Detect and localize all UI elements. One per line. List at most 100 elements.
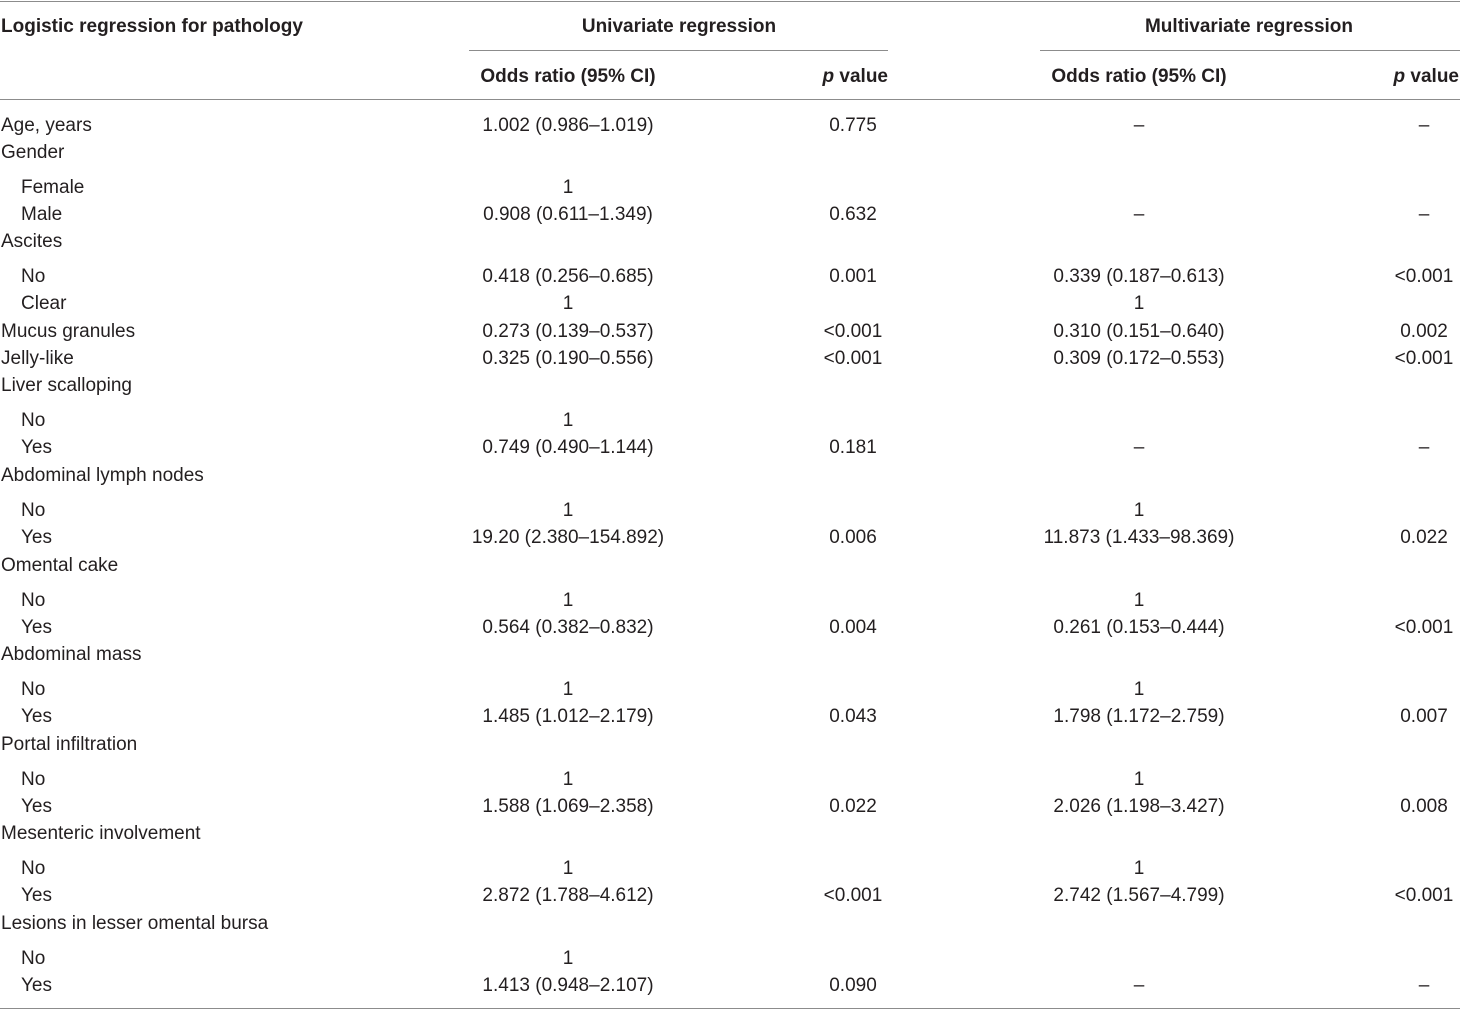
multivariate-odds-ratio: 1 — [1133, 293, 1145, 314]
table-row: Portal infiltration — [0, 734, 1460, 756]
multivariate-odds-ratio: 1 — [1133, 679, 1145, 700]
p-value-suffix: value — [834, 66, 888, 87]
univariate-p-value: 0.632 — [829, 204, 877, 225]
multivariate-odds-ratio: – — [1133, 204, 1145, 225]
multivariate-p-value: – — [1418, 115, 1430, 136]
univariate-odds-ratio: 1 — [562, 177, 574, 198]
table-row: No 1 1 — [0, 769, 1460, 791]
row-label: No — [21, 948, 46, 969]
univariate-odds-ratio: 0.418 (0.256–0.685) — [482, 266, 654, 287]
table-row: Yes 1.588 (1.069–2.358) 0.022 2.026 (1.198–… — [0, 796, 1460, 818]
univariate-odds-ratio: 1 — [562, 858, 574, 879]
univariate-odds-ratio: 1.002 (0.986–1.019) — [482, 115, 654, 136]
univariate-p-value: 0.043 — [829, 706, 877, 727]
row-label: Yes — [21, 796, 52, 817]
multivariate-odds-ratio: 1 — [1133, 769, 1145, 790]
table-row: Yes 0.564 (0.382–0.832) 0.004 0.261 (0.153–… — [0, 617, 1460, 639]
table-row: Ascites — [0, 231, 1460, 253]
multivariate-odds-ratio: 2.026 (1.198–3.427) — [1053, 796, 1225, 817]
multivariate-odds-ratio: 0.339 (0.187–0.613) — [1053, 266, 1225, 287]
table-row: No 1 — [0, 410, 1460, 432]
table-row: Yes 1.485 (1.012–2.179) 0.043 1.798 (1.172–… — [0, 706, 1460, 728]
univariate-p-value: <0.001 — [823, 885, 883, 906]
multivariate-p-value: – — [1418, 975, 1430, 996]
table-row: Yes 2.872 (1.788–4.612) <0.001 2.742 (1.567… — [0, 885, 1460, 907]
row-label: Yes — [21, 617, 52, 638]
table-row: Age, years 1.002 (0.986–1.019) 0.775 – – — [0, 115, 1460, 137]
row-label: Yes — [21, 437, 52, 458]
multivariate-odds-ratio: 11.873 (1.433–98.369) — [1043, 527, 1235, 548]
univariate-p-value-header: p value — [823, 66, 888, 88]
table-row: Gender — [0, 142, 1460, 164]
univariate-odds-ratio: 0.325 (0.190–0.556) — [482, 348, 654, 369]
multivariate-odds-ratio: 2.742 (1.567–4.799) — [1053, 885, 1225, 906]
row-label: No — [21, 858, 46, 879]
row-label: No — [21, 769, 46, 790]
multivariate-p-value: 0.008 — [1400, 796, 1448, 817]
univariate-odds-ratio: 1 — [562, 293, 574, 314]
row-label: No — [21, 590, 46, 611]
multivariate-odds-ratio: 1.798 (1.172–2.759) — [1053, 706, 1225, 727]
univariate-odds-ratio: 19.20 (2.380–154.892) — [471, 527, 665, 548]
multivariate-odds-ratio: 1 — [1133, 590, 1145, 611]
table-row: Mesenteric involvement — [0, 823, 1460, 845]
multivariate-odds-ratio-header: Odds ratio (95% CI) — [1051, 66, 1227, 87]
table-top-rule — [0, 1, 1460, 2]
multivariate-odds-ratio: 0.261 (0.153–0.444) — [1053, 617, 1225, 638]
table-row: Liver scalloping — [0, 375, 1460, 397]
univariate-group-rule — [469, 50, 888, 51]
row-label: No — [21, 266, 46, 287]
univariate-p-value: <0.001 — [823, 348, 883, 369]
univariate-odds-ratio: 1 — [562, 769, 574, 790]
table-row: Jelly-like 0.325 (0.190–0.556) <0.001 0.309… — [0, 348, 1460, 370]
multivariate-odds-ratio: 1 — [1133, 500, 1145, 521]
multivariate-p-value-header: p value — [1394, 66, 1459, 88]
univariate-odds-ratio: 1 — [562, 410, 574, 431]
row-label: Yes — [21, 975, 52, 996]
row-label: Omental cake — [1, 555, 119, 576]
row-label: Abdominal lymph nodes — [1, 465, 204, 486]
univariate-odds-ratio: 0.564 (0.382–0.832) — [482, 617, 654, 638]
table-row: Mucus granules 0.273 (0.139–0.537) <0.001 0… — [0, 321, 1460, 343]
univariate-p-value: 0.181 — [829, 437, 877, 458]
row-label: Clear — [21, 293, 67, 314]
header-bottom-rule — [0, 99, 1460, 100]
table-row: No 1 1 — [0, 590, 1460, 612]
row-label: Abdominal mass — [1, 644, 142, 665]
multivariate-odds-ratio: 0.309 (0.172–0.553) — [1053, 348, 1225, 369]
univariate-p-value: 0.090 — [829, 975, 877, 996]
table-row: No 1 1 — [0, 500, 1460, 522]
table-row: Lesions in lesser omental bursa — [0, 913, 1460, 935]
table-row: Abdominal lymph nodes — [0, 465, 1460, 487]
multivariate-odds-ratio: 1 — [1133, 858, 1145, 879]
univariate-odds-ratio: 1 — [562, 679, 574, 700]
univariate-p-value: 0.001 — [829, 266, 877, 287]
table-row: Male 0.908 (0.611–1.349) 0.632 – – — [0, 204, 1460, 226]
multivariate-p-value: 0.002 — [1400, 321, 1448, 342]
multivariate-p-value: <0.001 — [1394, 266, 1454, 287]
univariate-p-value: <0.001 — [823, 321, 883, 342]
row-label: Lesions in lesser omental bursa — [1, 913, 269, 934]
table-row: Abdominal mass — [0, 644, 1460, 666]
p-italic: p — [822, 66, 835, 87]
table-row: Yes 1.413 (0.948–2.107) 0.090 – – — [0, 975, 1460, 997]
p-value-suffix: value — [1405, 66, 1459, 87]
table-row: Omental cake — [0, 555, 1460, 577]
row-label: No — [21, 679, 46, 700]
row-label: Portal infiltration — [1, 734, 138, 755]
multivariate-odds-ratio: – — [1133, 115, 1145, 136]
multivariate-odds-ratio: – — [1133, 437, 1145, 458]
row-header-label: Logistic regression for pathology — [1, 16, 303, 37]
multivariate-p-value: – — [1418, 204, 1430, 225]
table-row: Female 1 — [0, 177, 1460, 199]
univariate-odds-ratio-header: Odds ratio (95% CI) — [480, 66, 656, 87]
multivariate-p-value: – — [1418, 437, 1430, 458]
row-label: Male — [21, 204, 63, 225]
table-row: No 0.418 (0.256–0.685) 0.001 0.339 (0.187–0… — [0, 266, 1460, 288]
univariate-odds-ratio: 1.588 (1.069–2.358) — [482, 796, 654, 817]
multivariate-p-value: <0.001 — [1394, 885, 1454, 906]
row-label: Yes — [21, 706, 52, 727]
univariate-p-value: 0.004 — [829, 617, 877, 638]
table-bottom-rule — [0, 1008, 1460, 1009]
univariate-odds-ratio: 1.485 (1.012–2.179) — [482, 706, 654, 727]
